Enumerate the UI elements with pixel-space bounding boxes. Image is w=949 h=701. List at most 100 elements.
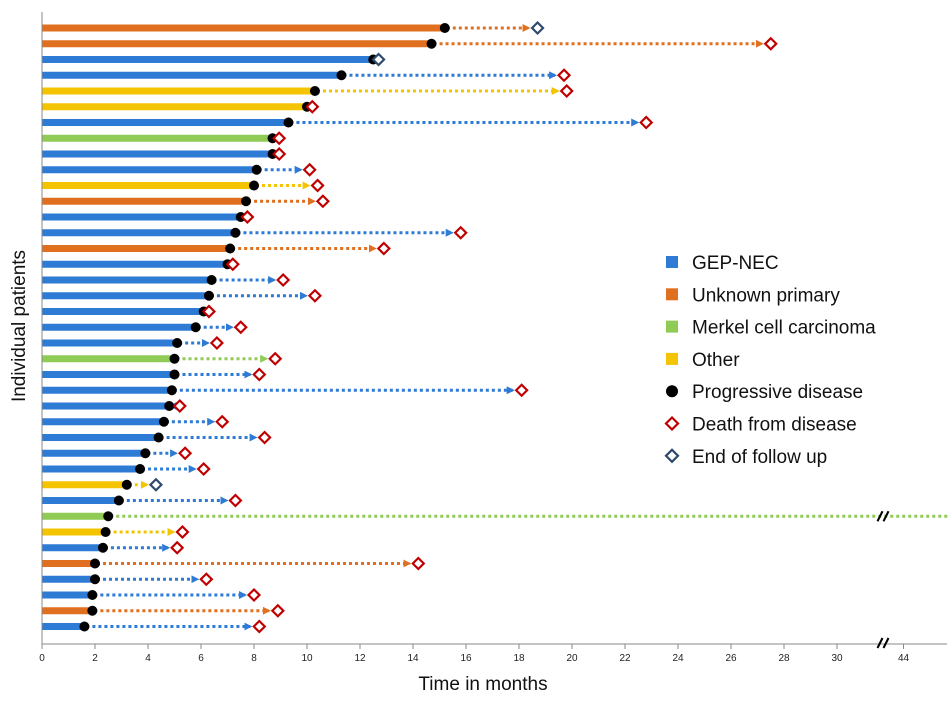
progressive-disease-marker bbox=[103, 511, 114, 522]
x-tick-label: 14 bbox=[407, 653, 419, 664]
progressive-disease-marker bbox=[309, 86, 320, 96]
patient-row bbox=[42, 209, 255, 225]
patient-row bbox=[42, 572, 214, 587]
death-marker bbox=[209, 335, 224, 351]
legend-item: Unknown primary bbox=[666, 285, 840, 306]
patient-row bbox=[42, 603, 285, 618]
death-marker bbox=[453, 225, 468, 240]
death-marker bbox=[257, 430, 272, 445]
progressive-disease-marker bbox=[113, 495, 124, 506]
break-mark bbox=[882, 637, 890, 649]
progressive-disease-marker bbox=[241, 196, 252, 207]
death-marker bbox=[639, 115, 654, 130]
death-marker bbox=[252, 619, 267, 634]
death-marker bbox=[170, 540, 185, 555]
progressive-disease-marker bbox=[135, 464, 146, 474]
patient-row bbox=[42, 335, 224, 351]
progressive-disease-marker bbox=[166, 385, 177, 396]
x-tick-label: 12 bbox=[354, 653, 366, 664]
patient-row bbox=[42, 320, 248, 335]
patient-row bbox=[42, 383, 529, 398]
legend-item: Progressive disease bbox=[666, 382, 863, 403]
x-tick-label: 44 bbox=[898, 653, 910, 664]
end-of-follow-up-marker bbox=[148, 477, 164, 492]
progressive-disease-marker bbox=[90, 558, 100, 569]
death-marker bbox=[225, 257, 240, 272]
progressive-disease-marker bbox=[225, 243, 236, 254]
patient-row bbox=[42, 619, 267, 634]
death-marker bbox=[305, 99, 320, 114]
patient-row bbox=[42, 304, 217, 319]
progressive-disease-marker bbox=[169, 369, 180, 380]
patient-row bbox=[42, 587, 262, 603]
patient-row bbox=[42, 398, 187, 414]
death-marker bbox=[201, 304, 217, 319]
patient-row bbox=[42, 178, 325, 193]
progressive-disease-marker bbox=[206, 275, 217, 285]
x-tick-label: 24 bbox=[672, 653, 684, 664]
patient-row bbox=[42, 367, 267, 382]
legend-diamond bbox=[664, 448, 680, 464]
patient-row bbox=[42, 241, 391, 256]
x-tick-label: 2 bbox=[92, 653, 98, 664]
progressive-disease-marker bbox=[283, 117, 294, 128]
break-mark bbox=[876, 637, 884, 649]
progressive-disease-marker bbox=[190, 322, 201, 333]
x-tick-labels: 0246810121416182022242628304446 bbox=[39, 644, 910, 664]
legend-item: GEP-NEC bbox=[666, 253, 779, 274]
death-marker bbox=[172, 398, 187, 414]
patient-row bbox=[42, 414, 230, 429]
patient-row bbox=[42, 68, 572, 83]
legend: GEP-NEC Unknown primary Merkel cell carcin… bbox=[664, 253, 876, 468]
progressive-disease-marker bbox=[140, 448, 151, 459]
death-marker bbox=[270, 603, 285, 618]
progressive-disease-marker bbox=[87, 605, 98, 616]
axes bbox=[41, 12, 947, 645]
x-tick-label: 0 bbox=[39, 653, 45, 664]
death-marker bbox=[246, 587, 262, 603]
patient-row bbox=[42, 257, 240, 272]
patient-row bbox=[42, 162, 317, 177]
death-marker bbox=[240, 209, 255, 225]
legend-label: Other bbox=[692, 350, 740, 371]
death-marker bbox=[307, 288, 323, 303]
patient-row bbox=[42, 36, 778, 51]
progressive-disease-marker bbox=[230, 227, 241, 238]
patient-row bbox=[42, 511, 949, 522]
legend-item: Merkel cell carcinoma bbox=[666, 318, 876, 339]
legend-swatch bbox=[666, 320, 678, 333]
patient-row bbox=[42, 461, 211, 477]
death-marker bbox=[315, 194, 330, 209]
progressive-disease-marker bbox=[249, 180, 259, 191]
break-mark bbox=[876, 510, 884, 522]
death-marker bbox=[178, 446, 193, 461]
legend-swatch bbox=[666, 352, 678, 365]
x-tick-label: 18 bbox=[513, 653, 525, 664]
x-tick-label: 4 bbox=[145, 653, 151, 664]
legend-item: Other bbox=[666, 350, 740, 371]
death-marker bbox=[272, 146, 287, 162]
death-marker bbox=[376, 241, 391, 256]
patient-row bbox=[42, 20, 545, 36]
death-marker bbox=[302, 162, 317, 177]
death-marker bbox=[514, 383, 529, 398]
legend-dot bbox=[666, 385, 678, 398]
patient-row bbox=[42, 115, 654, 130]
progressive-disease-marker bbox=[90, 574, 100, 585]
y-axis-title: Individual patients bbox=[9, 250, 30, 402]
patient-row bbox=[42, 540, 185, 555]
death-marker bbox=[215, 414, 230, 429]
x-tick-label: 16 bbox=[460, 653, 472, 664]
progressive-disease-marker bbox=[336, 70, 347, 81]
patient-row bbox=[42, 83, 574, 99]
progressive-disease-marker bbox=[100, 527, 111, 537]
patient-row bbox=[42, 351, 283, 366]
legend-item: End of follow up bbox=[664, 447, 827, 468]
death-marker bbox=[228, 493, 243, 508]
patient-row bbox=[42, 99, 320, 114]
patient-row bbox=[42, 131, 287, 146]
patient-row bbox=[42, 556, 426, 571]
death-marker bbox=[272, 131, 287, 146]
x-tick-label: 6 bbox=[198, 653, 204, 664]
death-marker bbox=[310, 178, 325, 193]
